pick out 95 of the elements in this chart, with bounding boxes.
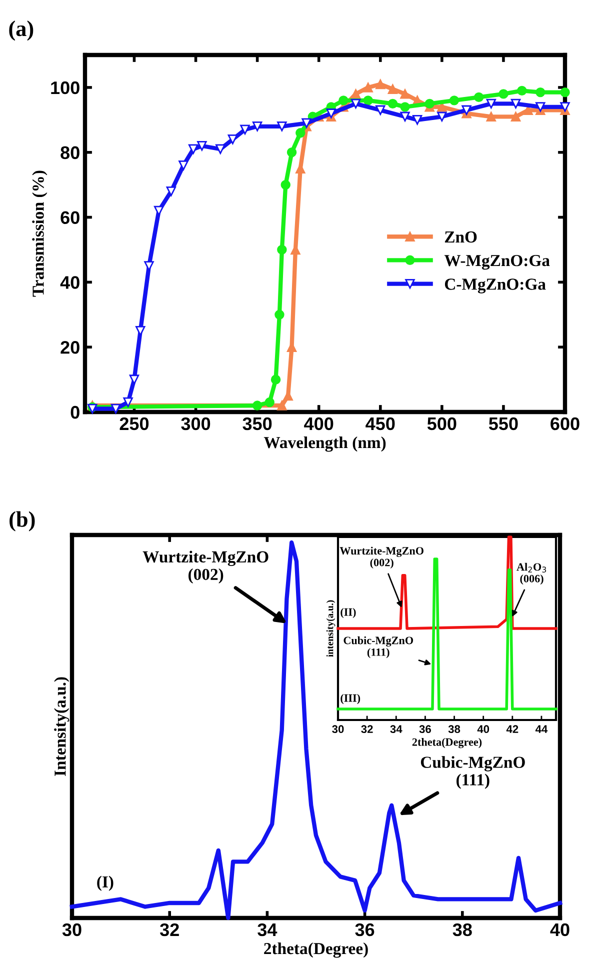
x-tick-label: 38 bbox=[452, 923, 472, 936]
point bbox=[560, 87, 570, 98]
point bbox=[498, 89, 508, 99]
point bbox=[129, 374, 140, 384]
annotation: (I) bbox=[97, 876, 114, 891]
point bbox=[510, 98, 521, 109]
x-tick-label: 44 bbox=[535, 725, 548, 733]
y-tick-label: 80 bbox=[60, 146, 80, 160]
point bbox=[363, 96, 373, 106]
point bbox=[123, 397, 133, 408]
x-tick-label: 40 bbox=[477, 725, 490, 734]
y-axis-title: Intensity(a.u.) bbox=[54, 677, 70, 776]
x-tick-label: 550 bbox=[488, 417, 518, 430]
x-tick-label: 30 bbox=[332, 725, 344, 734]
x-tick-label: 450 bbox=[366, 417, 395, 430]
point bbox=[252, 400, 262, 410]
x-axis-title: 2theta(Degree) bbox=[412, 738, 482, 748]
point bbox=[270, 374, 281, 384]
chart-title: (a) bbox=[9, 20, 34, 41]
point bbox=[536, 102, 546, 112]
x-tick-label: 32 bbox=[160, 923, 179, 936]
y-tick-label: 60 bbox=[60, 211, 80, 224]
x-tick-label: 32 bbox=[361, 725, 373, 734]
annotation: Al$_{2}$O$_{3}$ (006) bbox=[516, 562, 546, 585]
point bbox=[424, 98, 434, 109]
point bbox=[412, 115, 422, 125]
y-tick-label: 100 bbox=[51, 81, 80, 94]
y-tick-label: 0 bbox=[70, 406, 80, 419]
legend-label: W-MgZnO:Ga bbox=[444, 254, 550, 270]
point bbox=[486, 112, 496, 122]
point bbox=[560, 102, 570, 112]
point bbox=[437, 112, 447, 122]
y-axis-title: Transmission (%) bbox=[32, 170, 48, 297]
x-tick-label: 600 bbox=[550, 417, 580, 430]
point bbox=[264, 397, 274, 408]
y-tick-label: 40 bbox=[60, 276, 80, 289]
point bbox=[400, 102, 410, 112]
y-tick-label: 20 bbox=[60, 341, 80, 354]
x-tick-label: 34 bbox=[390, 725, 402, 734]
annotation: Wurtzite-MgZnO (002) bbox=[340, 546, 424, 569]
point bbox=[376, 105, 386, 116]
x-tick-label: 400 bbox=[304, 417, 334, 430]
point bbox=[277, 400, 287, 410]
x-tick-label: 30 bbox=[62, 923, 82, 936]
point bbox=[462, 105, 472, 116]
point bbox=[326, 108, 336, 118]
point bbox=[178, 160, 188, 170]
x-tick-label: 38 bbox=[448, 725, 460, 734]
point bbox=[388, 84, 398, 94]
point bbox=[517, 86, 527, 96]
point bbox=[350, 98, 361, 109]
point bbox=[274, 310, 284, 320]
annotation: Wurtzite-MgZnO (002) bbox=[142, 550, 268, 584]
point bbox=[280, 180, 290, 190]
x-axis-title: Wavelength (nm) bbox=[264, 436, 386, 452]
x-tick-label: 500 bbox=[427, 417, 456, 430]
point bbox=[197, 141, 207, 151]
x-tick-label: 36 bbox=[355, 923, 374, 936]
legend-label: ZnO bbox=[444, 231, 477, 243]
point bbox=[400, 112, 410, 122]
point bbox=[449, 96, 460, 106]
x-tick-label: 250 bbox=[120, 417, 149, 430]
annotation: Cubic-MgZnO (111) bbox=[420, 756, 525, 789]
point bbox=[388, 98, 398, 109]
point bbox=[474, 92, 484, 102]
x-tick-label: 36 bbox=[419, 725, 431, 734]
point bbox=[296, 128, 306, 138]
x-tick-label: 300 bbox=[181, 417, 210, 430]
annotation: Cubic-MgZnO (111) bbox=[344, 636, 414, 658]
x-axis-title: 2theta(Degree) bbox=[264, 942, 368, 958]
legend-label: C-MgZnO:Ga bbox=[444, 278, 546, 294]
point bbox=[536, 87, 546, 98]
point bbox=[240, 124, 250, 135]
point bbox=[166, 186, 176, 196]
chart-title: (b) bbox=[10, 511, 35, 532]
point bbox=[486, 98, 496, 109]
x-tick-label: 40 bbox=[550, 923, 570, 936]
point bbox=[286, 148, 297, 158]
x-tick-label: 350 bbox=[242, 417, 272, 430]
point bbox=[400, 89, 410, 99]
point bbox=[110, 404, 121, 414]
point bbox=[252, 122, 262, 132]
annotation: (II) bbox=[340, 608, 356, 618]
annotation: (III) bbox=[340, 694, 360, 704]
point bbox=[277, 244, 287, 255]
point bbox=[376, 79, 386, 90]
point bbox=[510, 112, 521, 122]
point bbox=[302, 118, 312, 128]
y-axis-title: intensity(a.u.) bbox=[326, 600, 336, 657]
point bbox=[363, 82, 373, 92]
point bbox=[338, 96, 348, 106]
x-tick-label: 34 bbox=[258, 923, 278, 936]
point bbox=[188, 144, 198, 154]
x-tick-label: 42 bbox=[506, 725, 518, 733]
point bbox=[277, 122, 287, 132]
